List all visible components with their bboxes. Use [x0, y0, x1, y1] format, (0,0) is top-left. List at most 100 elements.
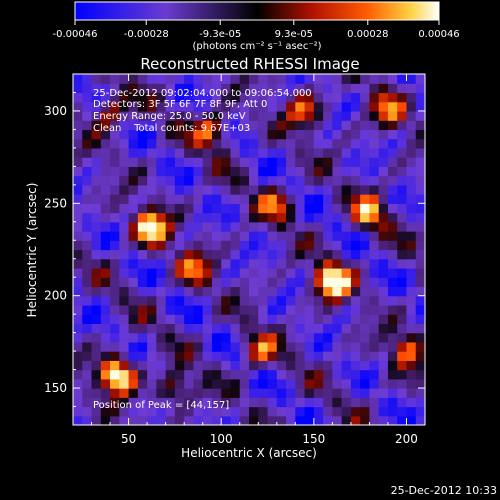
heatmap-cell — [137, 74, 148, 84]
heatmap-cell — [304, 110, 315, 121]
heatmap-cell — [156, 267, 167, 278]
heatmap-cell — [360, 258, 371, 269]
x-tick-label: 150 — [302, 432, 325, 446]
heatmap-cell — [211, 157, 222, 167]
heatmap-cell — [193, 277, 204, 288]
heatmap-cell — [295, 110, 306, 121]
heatmap-cell — [73, 258, 83, 269]
heatmap-cell — [369, 83, 380, 94]
heatmap-cell — [174, 406, 185, 417]
heatmap-cell — [147, 304, 157, 315]
heatmap-cell — [156, 397, 167, 408]
heatmap-cell — [276, 120, 287, 131]
heatmap-cell — [313, 74, 324, 84]
heatmap-cell — [239, 203, 250, 214]
heatmap-cell — [82, 129, 93, 140]
heatmap-cell — [174, 74, 185, 84]
heatmap-cell — [415, 240, 425, 251]
heatmap-cell — [193, 388, 204, 398]
y-tick-label: 200 — [44, 289, 67, 303]
heatmap-cell — [82, 341, 93, 352]
heatmap-cell — [193, 166, 204, 177]
heatmap-cell — [211, 203, 222, 214]
heatmap-cell — [415, 286, 425, 297]
heatmap-cell — [165, 83, 176, 94]
colorbar-tick-label: 0.00046 — [418, 29, 459, 40]
heatmap-cell — [249, 258, 259, 269]
heatmap-cell — [110, 369, 120, 380]
heatmap-cell — [350, 138, 361, 149]
heatmap-cell — [91, 351, 102, 361]
heatmap-cell — [369, 286, 380, 297]
heatmap-cell — [267, 203, 278, 214]
heatmap-cell — [91, 101, 102, 112]
heatmap-cell — [147, 120, 157, 131]
heatmap-cell — [193, 221, 204, 232]
heatmap-cell — [369, 323, 380, 334]
heatmap-cell — [323, 295, 333, 306]
heatmap-cell — [119, 92, 130, 103]
heatmap-cell — [286, 249, 296, 260]
heatmap-cell — [276, 415, 287, 425]
heatmap-cell — [406, 406, 417, 417]
heatmap-cell — [184, 166, 195, 177]
heatmap-cell — [304, 360, 315, 371]
heatmap-cell — [82, 138, 93, 149]
x-tick-label: 50 — [121, 432, 136, 446]
heatmap-cell — [313, 341, 324, 352]
heatmap-cell — [91, 286, 102, 297]
heatmap-cell — [415, 314, 425, 324]
heatmap-cell — [313, 231, 324, 241]
heatmap-cell — [286, 83, 296, 94]
heatmap-cell — [258, 184, 269, 195]
heatmap-cell — [415, 110, 425, 121]
heatmap-cell — [350, 203, 361, 214]
heatmap-cell — [211, 323, 222, 334]
heatmap-cell — [249, 138, 259, 149]
heatmap-cell — [211, 267, 222, 278]
heatmap-cell — [369, 258, 380, 269]
heatmap-cell — [100, 369, 111, 380]
heatmap-cell — [286, 231, 296, 241]
heatmap-cell — [119, 378, 130, 389]
heatmap-cell — [128, 378, 139, 389]
heatmap-cell — [258, 157, 269, 167]
heatmap-cell — [267, 360, 278, 371]
heatmap-cell — [341, 332, 352, 343]
heatmap-cell — [360, 92, 371, 103]
heatmap-cell — [341, 74, 352, 84]
colorbar-unit-label: (photons cm⁻² s⁻¹ asec⁻²) — [192, 41, 321, 52]
heatmap-cell — [91, 397, 102, 408]
heatmap-cell — [110, 332, 120, 343]
heatmap-cell — [369, 221, 380, 232]
heatmap-cell — [119, 203, 130, 214]
heatmap-cell — [100, 286, 111, 297]
heatmap-cell — [128, 415, 139, 425]
heatmap-cell — [137, 351, 148, 361]
heatmap-cell — [313, 277, 324, 288]
heatmap-cell — [258, 406, 269, 417]
heatmap-cell — [193, 92, 204, 103]
heatmap-cell — [323, 267, 333, 278]
heatmap-cell — [100, 212, 111, 223]
heatmap-cell — [313, 101, 324, 112]
heatmap-cell — [341, 184, 352, 195]
heatmap-cell — [221, 240, 232, 251]
heatmap-cell — [239, 184, 250, 195]
heatmap-cell — [249, 166, 259, 177]
heatmap-cell — [73, 166, 83, 177]
heatmap-cell — [350, 258, 361, 269]
heatmap-cell — [239, 138, 250, 149]
heatmap-cell — [332, 129, 343, 140]
heatmap-cell — [119, 249, 130, 260]
heatmap-cell — [323, 406, 333, 417]
heatmap-cell — [258, 369, 269, 380]
heatmap-cell — [350, 277, 361, 288]
heatmap-cell — [73, 138, 83, 149]
colorbar-tick-label: 9.3e-05 — [275, 29, 313, 40]
heatmap-cell — [100, 74, 111, 84]
heatmap-cell — [119, 295, 130, 306]
heatmap-cell — [193, 101, 204, 112]
heatmap-cell — [156, 323, 167, 334]
heatmap-cell — [202, 258, 213, 269]
